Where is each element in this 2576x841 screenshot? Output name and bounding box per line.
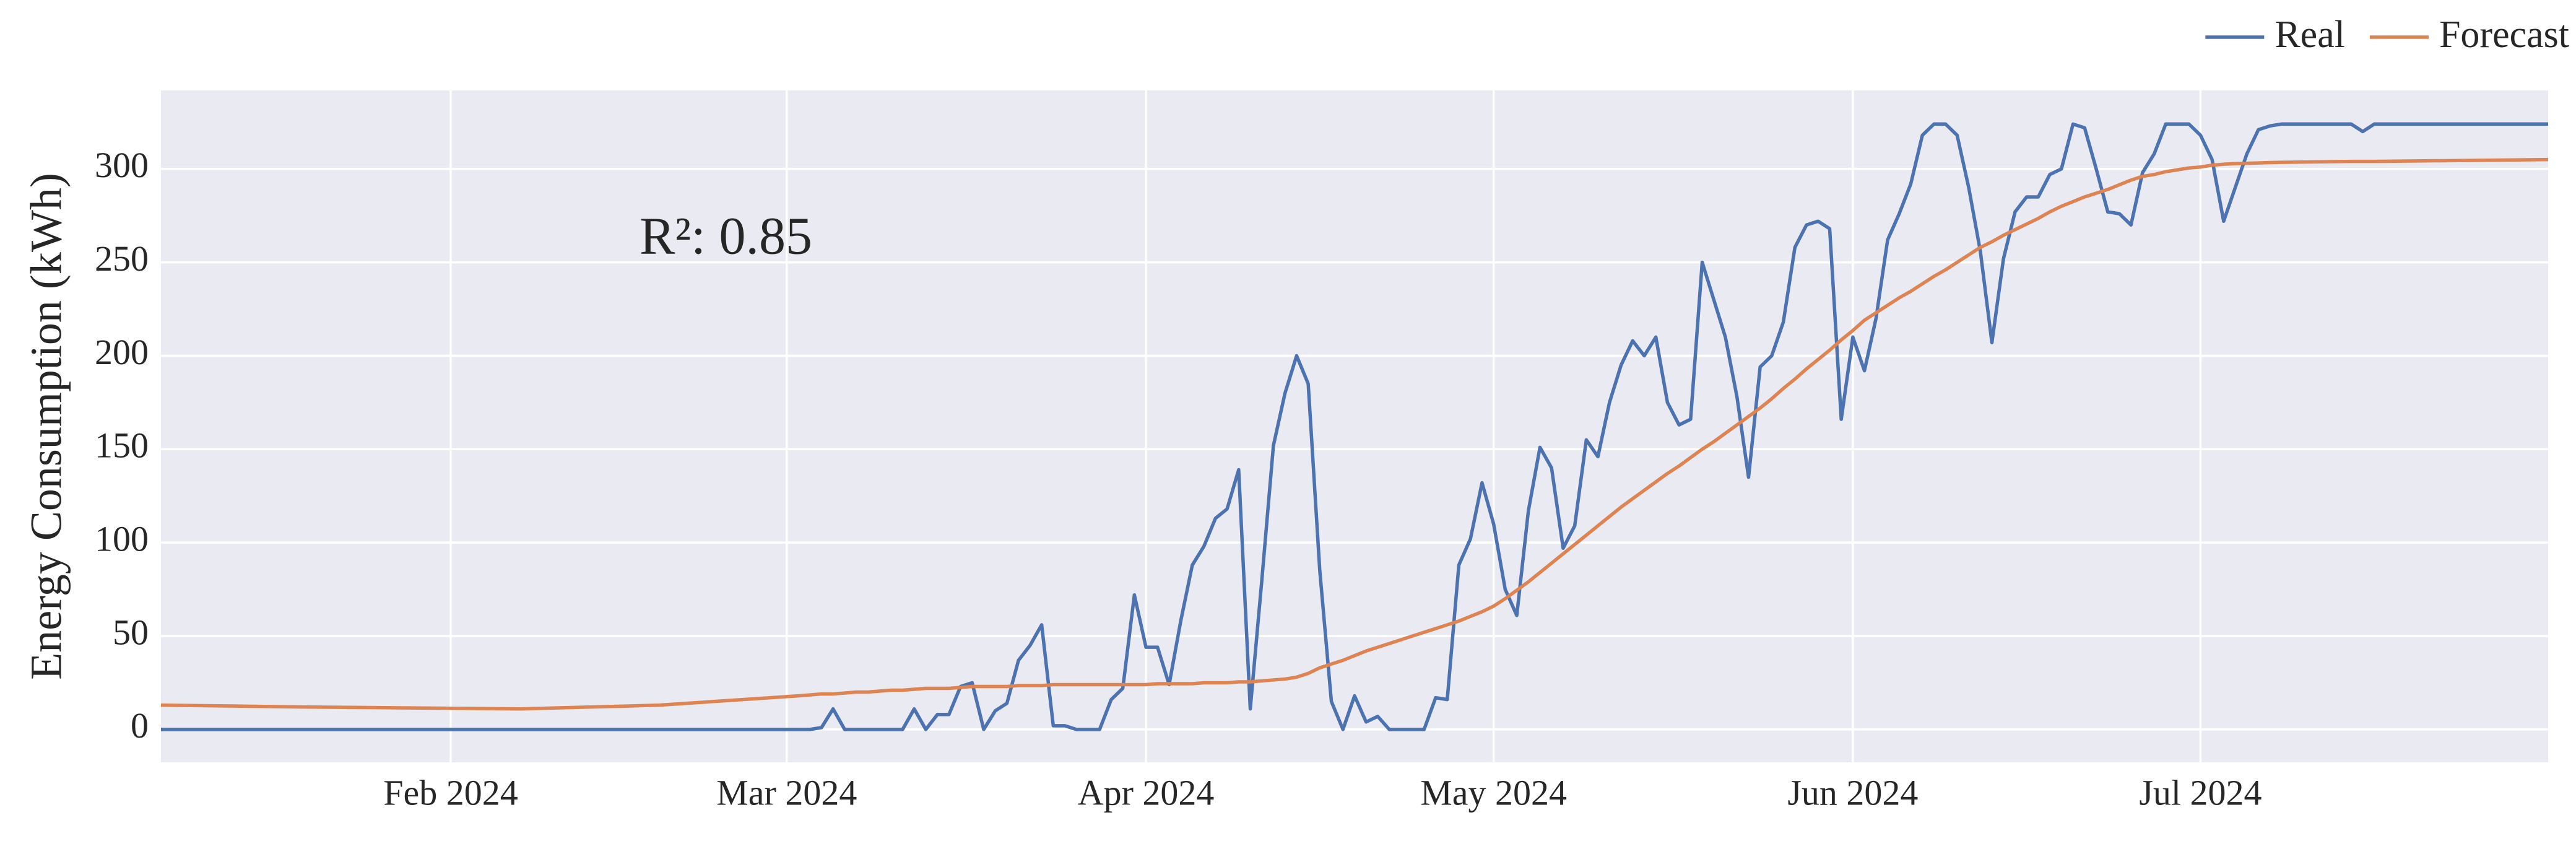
x-tick-label: Jun 2024 <box>1787 772 1918 813</box>
x-tick-label: Mar 2024 <box>716 772 857 813</box>
y-tick-label: 0 <box>131 705 149 746</box>
legend-label: Real <box>2275 14 2345 56</box>
plot-area <box>161 90 2548 762</box>
annotation: R²: 0.85 <box>640 206 812 266</box>
x-tick-label: Feb 2024 <box>383 772 518 813</box>
y-tick-label: 150 <box>95 425 149 466</box>
y-tick-label: 250 <box>95 238 149 279</box>
grid <box>161 90 2548 762</box>
x-tick-label: Jul 2024 <box>2139 772 2262 813</box>
y-tick-label: 50 <box>113 612 149 652</box>
y-tick-label: 200 <box>95 332 149 372</box>
y-tick-label: 300 <box>95 145 149 185</box>
lines <box>160 122 2549 731</box>
legend: Real Forecast <box>2205 14 2569 56</box>
legend-item: Forecast <box>2369 14 2569 56</box>
x-tick-label: Apr 2024 <box>1078 772 1215 813</box>
y-axis-label: Energy Consumption (kWh) <box>22 173 71 680</box>
labels: 0 50 100 150 200 250 300 Feb 2024 Mar 2024 Apr 20… <box>95 145 2262 813</box>
x-tick-label: May 2024 <box>1420 772 1567 813</box>
legend-item: Real <box>2205 14 2345 56</box>
y-tick-label: 100 <box>95 518 149 559</box>
legend-label: Forecast <box>2439 14 2569 56</box>
data-line <box>160 157 2549 711</box>
data-line <box>161 122 2548 731</box>
